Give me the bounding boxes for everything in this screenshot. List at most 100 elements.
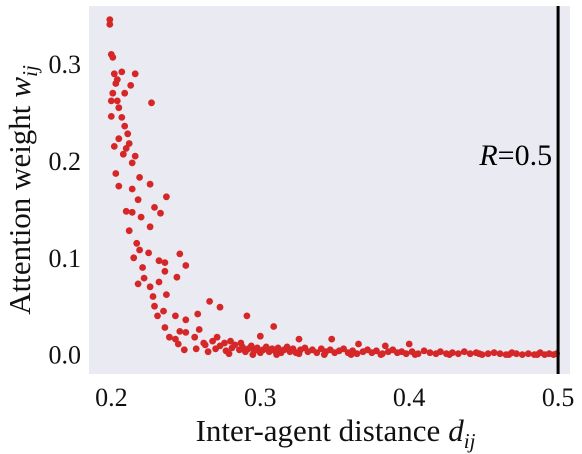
- scatter-point: [128, 208, 136, 216]
- scatter-point: [151, 302, 158, 310]
- scatter-point: [454, 350, 462, 358]
- x-axis-label-var: d: [448, 413, 464, 448]
- scatter-point: [256, 332, 264, 340]
- scatter-point: [133, 239, 141, 247]
- scatter-point: [146, 180, 154, 188]
- scatter-point: [130, 254, 138, 262]
- scatter-point: [273, 351, 280, 358]
- scatter-point: [136, 246, 144, 254]
- scatter-point: [496, 350, 504, 358]
- scatter-point: [320, 351, 328, 358]
- y-tick-label: 0.0: [49, 341, 82, 370]
- scatter-point: [125, 140, 133, 147]
- scatter-point: [131, 152, 139, 160]
- scatter-point: [295, 335, 303, 343]
- scatter-point: [192, 345, 200, 353]
- x-tick-label: 0.4: [393, 383, 426, 412]
- scatter-point: [176, 328, 184, 335]
- scatter-point: [139, 264, 147, 271]
- scatter-point: [426, 349, 434, 357]
- scatter-point: [109, 89, 117, 97]
- scatter-point: [118, 114, 126, 121]
- scatter-point: [201, 341, 209, 349]
- scatter-point: [134, 280, 142, 288]
- x-tick-label: 0.3: [244, 383, 277, 412]
- scatter-point: [446, 351, 453, 358]
- scatter-point: [161, 259, 169, 266]
- scatter-point: [161, 267, 169, 275]
- scatter-point: [180, 346, 188, 354]
- scatter-point: [155, 278, 163, 286]
- scatter-point: [505, 351, 513, 358]
- scatter-point: [155, 257, 163, 265]
- scatter-point: [518, 351, 526, 358]
- scatter-point: [206, 298, 214, 305]
- y-axis-ticks: 0.0 0.1 0.2 0.3: [49, 50, 82, 370]
- scatter-point: [328, 335, 336, 343]
- scatter-point: [194, 310, 202, 318]
- scatter-point: [121, 122, 129, 130]
- scatter-point: [249, 351, 257, 358]
- scatter-point: [160, 307, 167, 315]
- x-axis-label-text: Inter-agent distance: [196, 413, 441, 448]
- scatter-point: [524, 350, 532, 358]
- scatter-point: [145, 249, 153, 257]
- scatter-point: [213, 333, 221, 341]
- scatter-point: [176, 250, 184, 258]
- x-tick-label: 0.2: [95, 383, 128, 412]
- scatter-point: [161, 324, 169, 331]
- scatter-point: [353, 350, 361, 358]
- scatter-point: [115, 135, 123, 143]
- scatter-point: [174, 340, 182, 348]
- scatter-point: [137, 213, 145, 221]
- y-tick-label: 0.2: [49, 147, 82, 176]
- scatter-point: [172, 312, 179, 320]
- scatter-point: [163, 291, 170, 298]
- scatter-point: [475, 350, 483, 358]
- scatter-point: [124, 130, 132, 138]
- scatter-point: [204, 348, 212, 356]
- scatter-point: [148, 99, 155, 107]
- y-tick-label: 0.1: [49, 244, 82, 273]
- scatter-point: [195, 326, 203, 333]
- x-axis-label-sub: ij: [464, 429, 476, 453]
- scatter-point: [121, 89, 129, 97]
- scatter-point: [136, 174, 144, 181]
- scatter-point: [340, 345, 347, 353]
- scatter-point: [107, 113, 115, 120]
- x-tick-label: 0.5: [542, 383, 575, 412]
- scatter-point: [127, 82, 135, 89]
- scatter-point: [119, 150, 127, 158]
- scatter-point: [157, 209, 164, 217]
- scatter-point: [243, 312, 251, 320]
- scatter-point: [225, 350, 233, 358]
- scatter-point: [216, 303, 224, 311]
- scatter-point: [270, 323, 278, 330]
- scatter-point: [113, 76, 121, 83]
- y-axis-label: Attention weight wij: [2, 65, 42, 315]
- scatter-point: [115, 104, 123, 112]
- scatter-point: [118, 68, 126, 76]
- scatter-point: [466, 350, 474, 358]
- scatter-point: [106, 16, 114, 23]
- plot-background: [89, 6, 570, 374]
- scatter-point: [484, 350, 492, 358]
- scatter-point: [209, 337, 217, 345]
- scatter-point: [149, 293, 157, 300]
- scatter-point: [146, 283, 154, 291]
- scatter-point: [122, 145, 130, 152]
- scatter-point: [513, 350, 520, 358]
- scatter-point: [109, 53, 117, 61]
- scatter-point: [173, 273, 181, 281]
- scatter-point: [172, 335, 179, 343]
- scatter-point: [125, 227, 133, 235]
- y-axis-label-text: Attention weight: [2, 105, 37, 315]
- scatter-point: [313, 349, 321, 357]
- scatter-point: [128, 185, 136, 193]
- radius-symbol: R: [478, 139, 497, 172]
- scatter-point: [122, 207, 130, 215]
- radius-annotation: R=0.5: [478, 139, 552, 172]
- scatter-point: [405, 340, 413, 348]
- y-axis-label-var: w: [2, 77, 37, 98]
